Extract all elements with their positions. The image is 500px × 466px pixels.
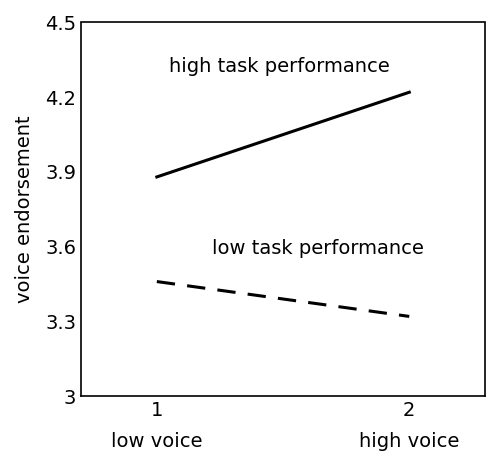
Text: low task performance: low task performance [212, 239, 424, 258]
Y-axis label: voice endorsement: voice endorsement [15, 116, 34, 303]
Text: high task performance: high task performance [170, 57, 390, 76]
